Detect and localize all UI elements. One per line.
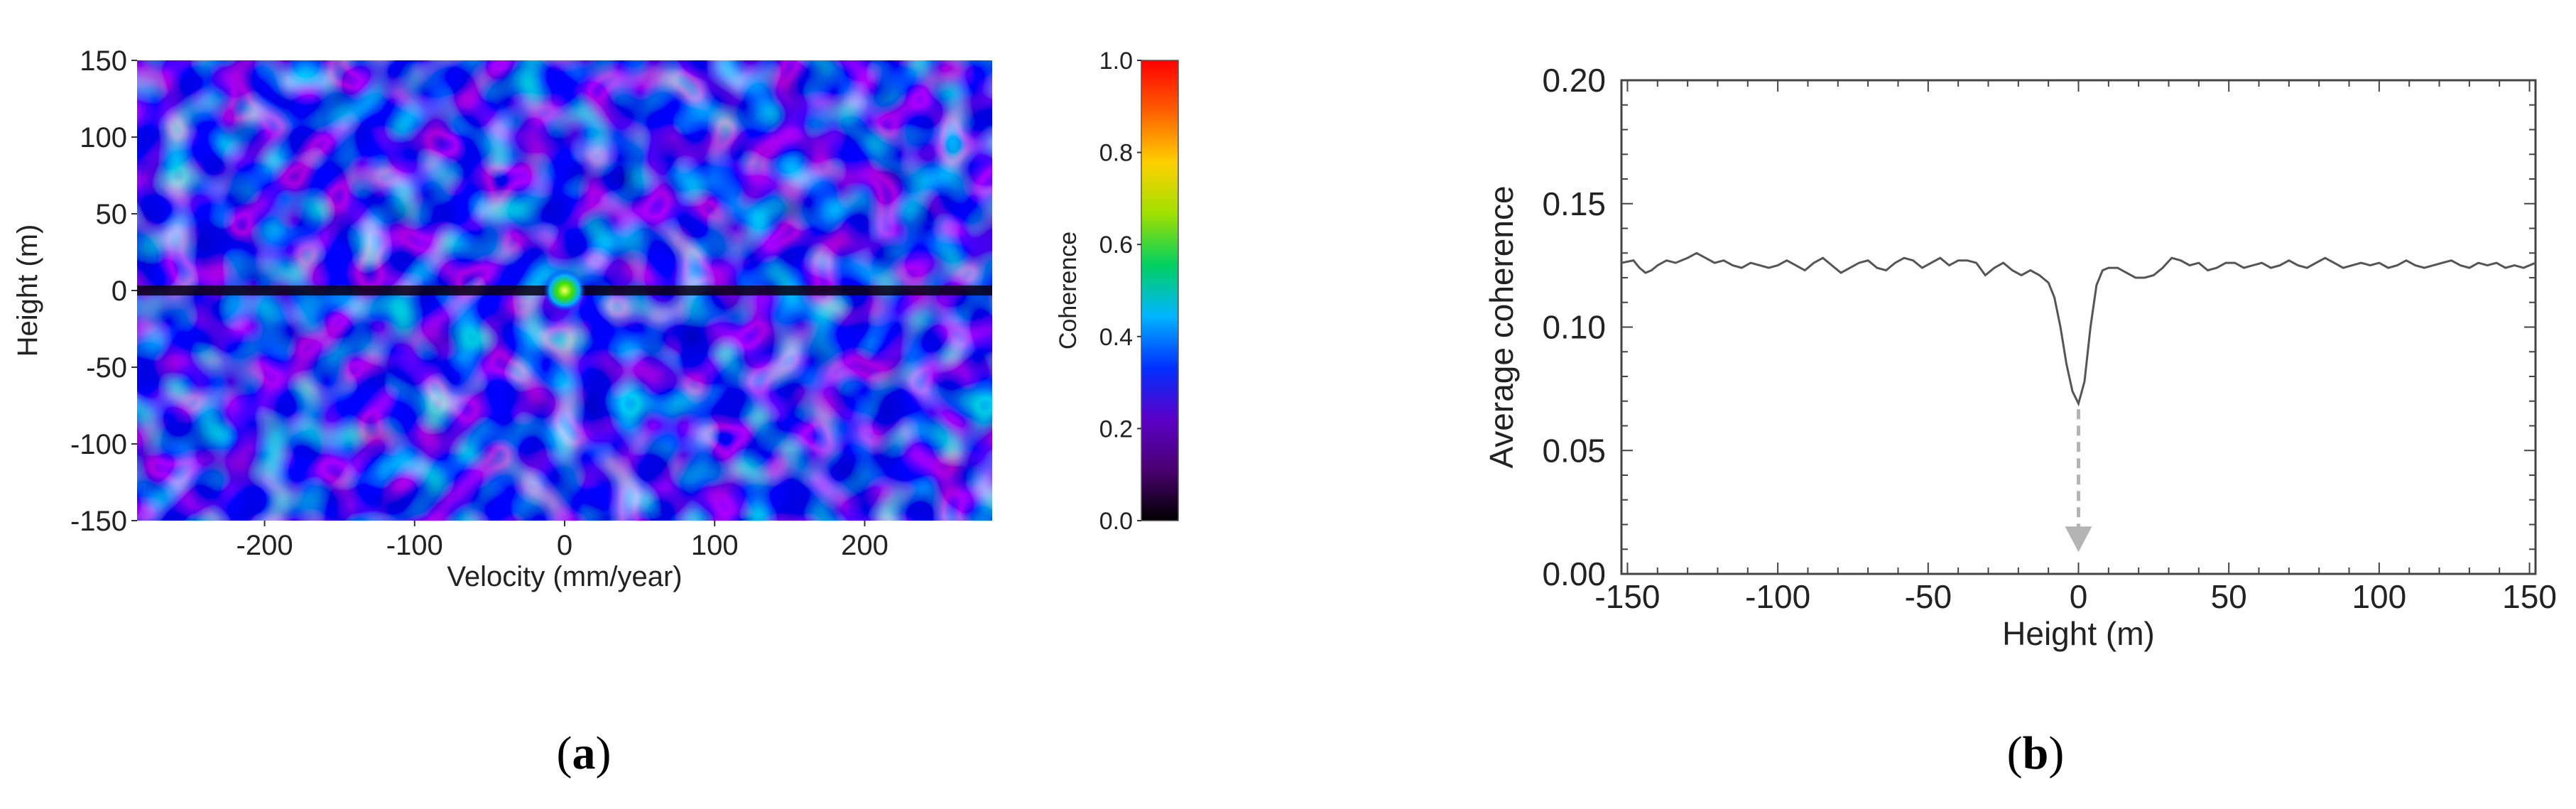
panel-b-caption: (b) [2007, 727, 2065, 779]
heatmap-y-tick-label: 0 [112, 276, 127, 307]
panel-a-heatmap: -200 -100 0 100 200 150 100 50 0 -50 -100 -150 Vel… [12, 45, 1179, 592]
line-chart-ticks: -150 -100 -50 0 50 100 150 0.20 0.15 0.10 0.05 0.00 [1542, 62, 2556, 615]
line-chart-y-tick-label: 0.00 [1542, 555, 1606, 592]
panel-b-line-chart: -150 -100 -50 0 50 100 150 0.20 0.15 0.10 0.05 0.00… [1483, 62, 2557, 652]
heatmap-x-ticks: -200 -100 0 100 200 [237, 521, 888, 561]
heatmap-y-ticks: 150 100 50 0 -50 -100 -150 [70, 45, 137, 537]
line-chart-y-tick-label: 0.20 [1542, 62, 1606, 99]
line-chart-x-tick-label: -50 [1905, 578, 1952, 615]
heatmap-y-tick-label: -100 [70, 429, 127, 460]
colorbar-tick-label: 0.8 [1099, 140, 1133, 167]
heatmap-x-axis-label: Velocity (mm/year) [447, 561, 682, 592]
heatmap-area [137, 60, 992, 521]
average-coherence-line [1621, 251, 2536, 407]
peak-dashed-arrow [2065, 409, 2092, 553]
line-chart-x-tick-label: 150 [2502, 578, 2557, 615]
heatmap-x-tick-label: -100 [386, 530, 443, 561]
heatmap-x-tick-label: 200 [841, 530, 888, 561]
heatmap-x-tick-label: -200 [237, 530, 293, 561]
panel-a-caption: (a) [557, 727, 612, 779]
line-chart-y-tick-label: 0.15 [1542, 185, 1606, 222]
line-chart-y-axis-label: Average coherence [1483, 185, 1520, 468]
colorbar-label: Coherence [1055, 232, 1082, 349]
line-chart-y-tick-label: 0.05 [1542, 432, 1606, 469]
heatmap-y-tick-label: -150 [70, 506, 127, 537]
colorbar-tick-label: 0.4 [1099, 324, 1133, 351]
line-chart-x-tick-label: 50 [2211, 578, 2247, 615]
heatmap-x-tick-label: 100 [691, 530, 739, 561]
heatmap-y-axis-label: Height (m) [12, 224, 43, 357]
heatmap-y-tick-label: 50 [96, 199, 128, 230]
dashed-arrow-head [2065, 526, 2092, 553]
heatmap-y-tick-label: 150 [80, 45, 127, 77]
colorbar-tick-label: 0.6 [1099, 232, 1133, 259]
heatmap-y-tick-label: 100 [80, 122, 127, 153]
line-chart-x-tick-label: -150 [1594, 578, 1660, 615]
colorbar-tick-label: 1.0 [1099, 48, 1133, 75]
line-chart-y-tick-label: 0.10 [1542, 309, 1606, 346]
colorbar-tick-label: 0.2 [1099, 416, 1133, 442]
heatmap-x-tick-label: 0 [557, 530, 572, 561]
heatmap-y-tick-label: -50 [86, 352, 127, 384]
colorbar: 1.0 0.8 0.6 0.4 0.2 0.0 [1099, 48, 1179, 535]
line-chart-x-tick-label: -100 [1745, 578, 1810, 615]
line-chart-x-tick-label: 0 [2070, 578, 2088, 615]
colorbar-tick-label: 0.0 [1099, 508, 1133, 535]
coherence-peak [543, 269, 586, 312]
line-chart-x-axis-label: Height (m) [2002, 615, 2155, 652]
line-chart-x-tick-label: 100 [2352, 578, 2406, 615]
colorbar-gradient [1141, 60, 1179, 521]
